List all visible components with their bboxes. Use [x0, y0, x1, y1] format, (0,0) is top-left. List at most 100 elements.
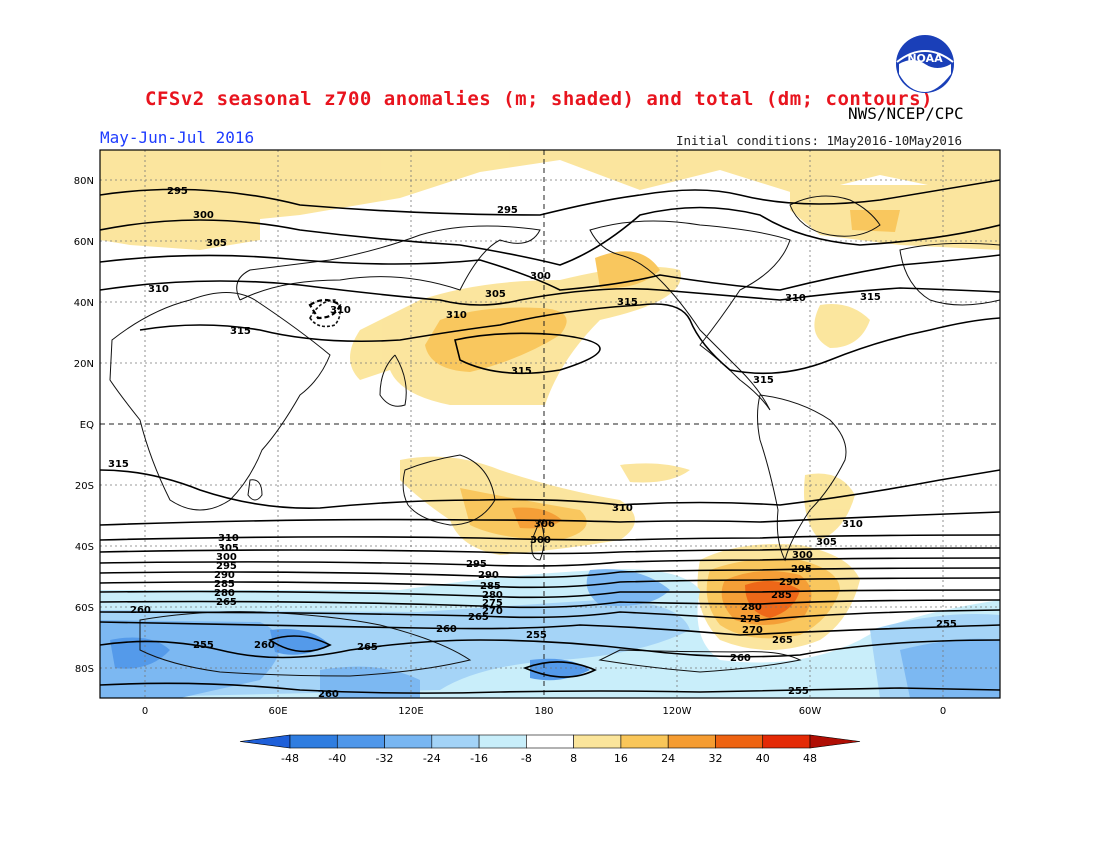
contour-label: 305: [485, 289, 506, 300]
lat-label: 60N: [74, 237, 94, 248]
lon-label: 120W: [663, 706, 692, 717]
chart-title: CFSv2 seasonal z700 anomalies (m; shaded…: [145, 88, 933, 110]
lon-label: 60W: [799, 706, 822, 717]
coastlines: [109, 195, 1000, 677]
contour-label: 265: [468, 612, 489, 623]
lon-label: 180: [534, 706, 553, 717]
colorbar-tick-label: -16: [470, 752, 488, 765]
colorbar-tick-label: -24: [423, 752, 441, 765]
contour-label: 255: [788, 686, 809, 697]
contour-label: 310: [148, 284, 169, 295]
contour-label: 265: [357, 642, 378, 653]
colorbar-tick-label: 40: [756, 752, 770, 765]
contour-label: 260: [254, 640, 275, 651]
colorbar-tick-label: -48: [281, 752, 299, 765]
contour-label: 295: [791, 564, 812, 575]
contour-label: 300: [193, 210, 214, 221]
colorbar-tick-label: -40: [328, 752, 346, 765]
noaa-logo-icon: NOAA: [896, 35, 954, 93]
contour-label: 310: [842, 519, 863, 530]
lat-label: 40S: [75, 542, 94, 553]
colorbar-swatch: [431, 734, 480, 749]
lon-label: 120E: [398, 706, 423, 717]
colorbar-swatch: [573, 734, 622, 749]
lat-label: 60S: [75, 603, 94, 614]
contour-label: 280: [482, 590, 503, 601]
contour-label: 315: [860, 292, 881, 303]
lat-label: 20S: [75, 481, 94, 492]
contour-label: 260: [130, 605, 151, 616]
contour-label: 285: [771, 590, 792, 601]
contour-label: 270: [482, 606, 503, 617]
contour-label: 255: [193, 640, 214, 651]
contour-label: 305: [218, 543, 239, 554]
colorbar-arrow-left: [239, 734, 291, 749]
contour-label: 305: [206, 238, 227, 249]
contour-label: 260: [436, 624, 457, 635]
agency-label: NWS/NCEP/CPC: [848, 104, 964, 123]
colorbar-swatch: [478, 734, 527, 749]
contour-label: 255: [526, 630, 547, 641]
contour-label: 300: [530, 271, 551, 282]
contour-label: 300: [530, 535, 551, 546]
contour-label: 275: [482, 598, 503, 609]
contour-label: 295: [167, 186, 188, 197]
lon-label: 60E: [268, 706, 287, 717]
contour-label: 285: [214, 579, 235, 590]
colorbar-arrow-right: [809, 734, 861, 749]
lon-label: 0: [142, 706, 148, 717]
contour-label: 310: [612, 503, 633, 514]
contour-label: 310: [785, 293, 806, 304]
colorbar-swatch: [384, 734, 433, 749]
colorbar-tick-label: 32: [708, 752, 722, 765]
contour-label: 255: [936, 619, 957, 630]
colorbar-tick-label: -32: [376, 752, 394, 765]
contour-label: 275: [740, 614, 761, 625]
colorbar-swatch: [667, 734, 716, 749]
contour-label: 290: [478, 570, 499, 581]
contour-label: 285: [480, 581, 501, 592]
contour-label: 295: [497, 205, 518, 216]
contour-label: 265: [772, 635, 793, 646]
anomaly-shading: [100, 150, 1000, 698]
contour-label: 305: [816, 537, 837, 548]
lat-label: 40N: [74, 298, 94, 309]
colorbar-swatch: [620, 734, 669, 749]
initial-conditions-label: Initial conditions: 1May2016-10May2016: [676, 133, 962, 148]
height-contour-closed-low: [308, 298, 342, 320]
colorbar-swatch: [289, 734, 338, 749]
colorbar-tick-label: -8: [521, 752, 532, 765]
contour-label: 280: [741, 602, 762, 613]
lat-axis: 80N 60N 40N 20N EQ 20S 40S 60S 80S: [74, 176, 94, 675]
colorbar-swatch: [336, 734, 385, 749]
contour-label: 260: [730, 653, 751, 664]
lat-label: EQ: [80, 420, 94, 431]
contour-label: 265: [216, 597, 237, 608]
contour-label: 300: [792, 550, 813, 561]
period-label: May-Jun-Jul 2016: [100, 128, 255, 147]
contour-label: 315: [511, 366, 532, 377]
colorbar-swatch: [715, 734, 764, 749]
contour-label: 290: [214, 570, 235, 581]
contour-label: 315: [230, 326, 251, 337]
contour-label: 280: [214, 588, 235, 599]
contour-label: 310: [330, 305, 351, 316]
contour-label: 306: [534, 519, 555, 530]
colorbar-tick-label: 16: [614, 752, 628, 765]
southern-stack-labels: 310 305 300 295 290 285 280 265: [214, 533, 239, 608]
colorbar-tick-label: 24: [661, 752, 675, 765]
lon-label: 0: [940, 706, 946, 717]
colorbar-swatch: [762, 734, 811, 749]
contour-label: 315: [617, 297, 638, 308]
lat-label: 80S: [75, 664, 94, 675]
contour-label: 315: [753, 375, 774, 386]
contour-label: 315: [108, 459, 129, 470]
contour-label: 290: [779, 577, 800, 588]
lon-axis: 0 60E 120E 180 120W 60W 0: [142, 706, 946, 717]
contour-label: 310: [218, 533, 239, 544]
colorbar: -48 -40 -32 -24 -16 -8 8 16 24 32 40 48: [239, 734, 861, 765]
contour-label: 295: [216, 561, 237, 572]
colorbar-swatch: [526, 734, 574, 749]
contour-label: 270: [742, 625, 763, 636]
contour-label: 295: [466, 559, 487, 570]
